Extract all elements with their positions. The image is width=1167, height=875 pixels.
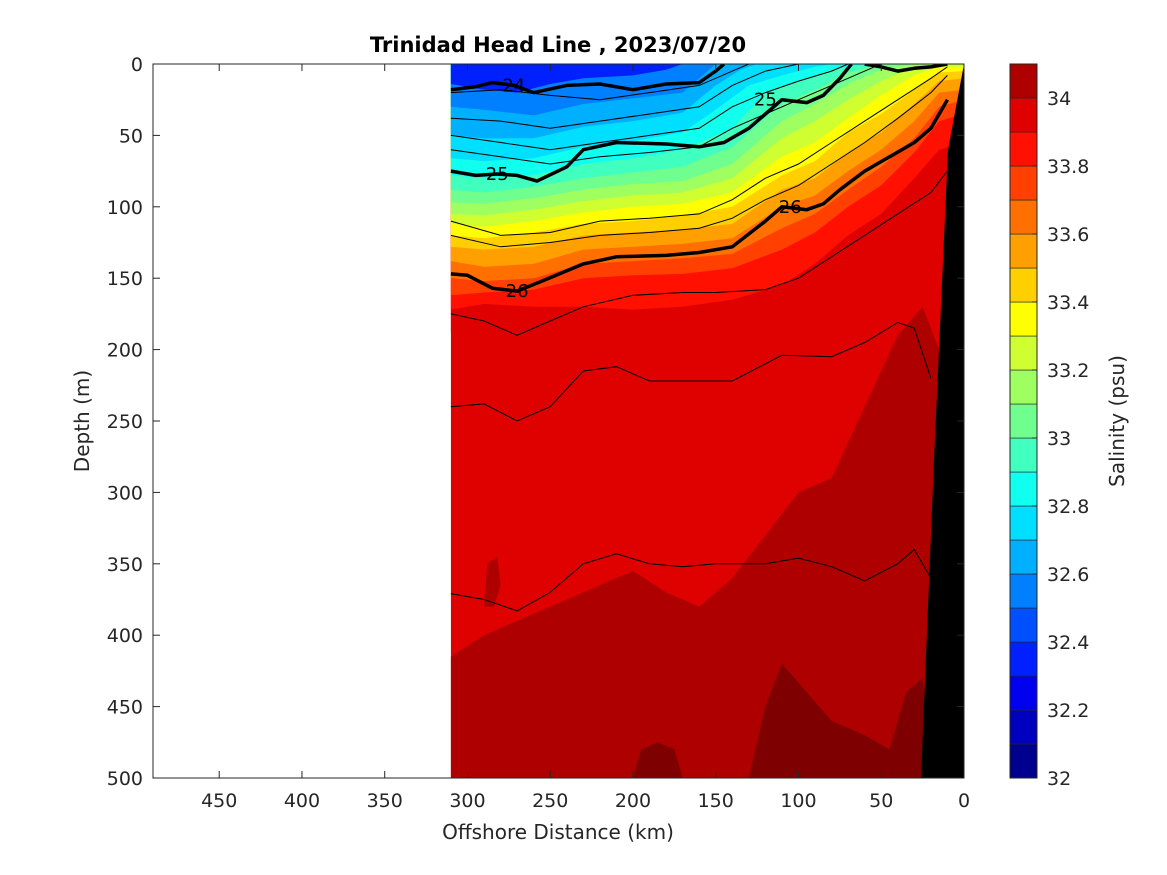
x-tick-label-5: 200 (615, 790, 651, 812)
x-tick-label-4: 250 (532, 790, 568, 812)
y-tick-label-0: 0 (131, 54, 143, 76)
colorbar-tick-label-0: 32 (1047, 768, 1071, 790)
y-tick-label-1: 50 (119, 125, 143, 147)
contour-thin-0 (450, 64, 749, 101)
colorbar-swatch-18 (1009, 131, 1038, 167)
x-axis: 450 400 350 300 250 200 150 100 50 0 (201, 64, 970, 812)
y-tick-label-2: 100 (107, 197, 143, 219)
y-tick-label-9: 450 (107, 697, 143, 719)
colorbar-tick-label-5: 33 (1047, 428, 1071, 450)
colorbar-swatch-19 (1009, 97, 1038, 133)
contour-label-1: 25 (754, 90, 777, 111)
colorbar-swatch-2 (1009, 675, 1038, 711)
colorbar-swatch-3 (1009, 641, 1038, 677)
salinity-band-34-2 (748, 663, 931, 778)
x-tick-label-1: 400 (284, 790, 320, 812)
x-axis-label: Offshore Distance (km) (442, 820, 674, 844)
contour-labels: 24 25 25 26 26 (486, 75, 802, 302)
colorbar-swatch-6 (1009, 539, 1038, 575)
colorbar-swatch-8 (1009, 471, 1038, 507)
colorbar-tick-label-1: 32.2 (1047, 700, 1089, 722)
contour-thin-4 (450, 66, 948, 236)
contour-thin-6 (450, 170, 948, 336)
x-tick-label-6: 150 (698, 790, 734, 812)
contour-label-4: 26 (506, 281, 529, 302)
salinity-field (450, 64, 964, 778)
contour-thick-1 (450, 64, 853, 183)
colorbar-tick-label-6: 33.2 (1047, 360, 1089, 382)
y-axis: 0 50 100 150 200 250 300 350 400 450 500 (107, 54, 964, 790)
salinity-band-15 (450, 64, 964, 93)
colorbar-label: Salinity (psu) (1105, 355, 1129, 487)
contour-label-3: 26 (779, 197, 802, 218)
x-tick-label-7: 100 (780, 790, 816, 812)
colorbar-swatch-11 (1009, 369, 1038, 405)
colorbar-swatch-7 (1009, 505, 1038, 541)
contour-label-0: 24 (502, 75, 525, 96)
colorbar-swatch-17 (1009, 165, 1038, 201)
contour-thin-7 (450, 321, 932, 422)
colorbar (1009, 63, 1038, 779)
x-tick-label-3: 300 (449, 790, 485, 812)
colorbar-tick-label-3: 32.6 (1047, 564, 1089, 586)
contour-thick-3 (864, 64, 948, 73)
x-tick-label-0: 450 (201, 790, 237, 812)
colorbar-tick-label-10: 34 (1047, 88, 1071, 110)
colorbar-swatch-15 (1009, 233, 1038, 269)
salinity-band-34-4 (484, 556, 501, 607)
plot-area (153, 64, 964, 778)
y-tick-label-4: 200 (107, 340, 143, 362)
y-tick-label-7: 350 (107, 554, 143, 576)
y-tick-label-10: 500 (107, 768, 143, 790)
x-tick-label-8: 50 (869, 790, 893, 812)
bottom-topography (921, 64, 964, 778)
y-tick-label-5: 250 (107, 411, 143, 433)
y-axis-label: Depth (m) (70, 370, 94, 472)
colorbar-ticks: 32 32.2 32.4 32.6 32.8 33 33.2 33.4 33.6 33.8 34 (1032, 88, 1089, 790)
colorbar-swatch-10 (1009, 403, 1038, 439)
colorbar-swatch-12 (1009, 335, 1038, 371)
colorbar-swatch-5 (1009, 573, 1038, 609)
y-tick-label-6: 300 (107, 482, 143, 504)
contour-thick-0 (450, 64, 726, 95)
colorbar-swatch-0 (1009, 743, 1038, 779)
contour-thick-2 (450, 98, 949, 293)
salinity-band-34-3 (633, 742, 683, 778)
chart-title: Trinidad Head Line , 2023/07/20 (370, 33, 746, 57)
colorbar-swatch-13 (1009, 301, 1038, 337)
colorbar-swatch-14 (1009, 267, 1038, 303)
colorbar-swatch-4 (1009, 607, 1038, 643)
contour-thin-2 (450, 64, 849, 151)
colorbar-swatch-16 (1009, 199, 1038, 235)
salinity-band-34-1 (450, 306, 948, 778)
colorbar-swatch-9 (1009, 437, 1038, 473)
colorbar-tick-label-4: 32.8 (1047, 496, 1089, 518)
colorbar-swatch-1 (1009, 709, 1038, 745)
contour-label-2: 25 (486, 164, 509, 185)
y-tick-label-8: 400 (107, 625, 143, 647)
x-tick-label-2: 350 (367, 790, 403, 812)
density-contours (450, 64, 949, 629)
contour-thin-5 (450, 75, 948, 248)
colorbar-frame (1009, 63, 1038, 779)
colorbar-tick-label-9: 33.8 (1047, 156, 1089, 178)
y-tick-label-3: 150 (107, 268, 143, 290)
contour-thin-1 (450, 64, 799, 129)
colorbar-tick-label-2: 32.4 (1047, 632, 1089, 654)
contour-thin-8 (450, 548, 948, 629)
colorbar-tick-label-8: 33.6 (1047, 224, 1089, 246)
colorbar-swatch-20 (1009, 63, 1038, 99)
x-tick-label-9: 0 (958, 790, 970, 812)
colorbar-tick-label-7: 33.4 (1047, 292, 1089, 314)
